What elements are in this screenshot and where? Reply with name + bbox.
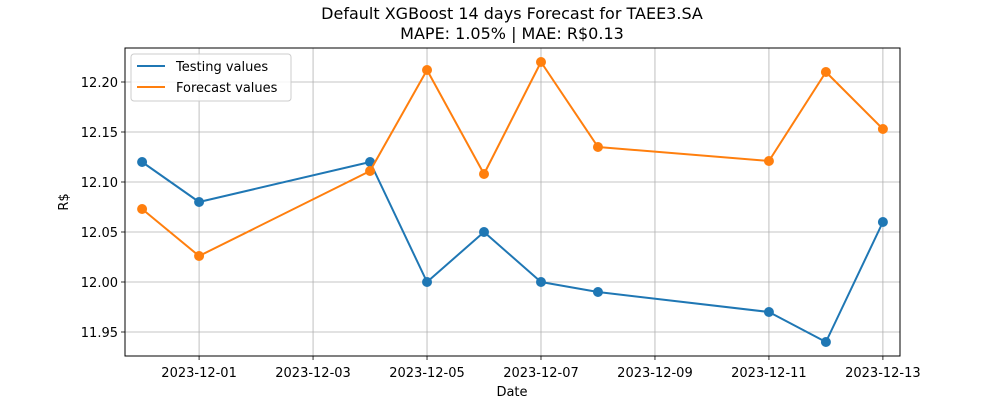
x-tick-label: 2023-12-03 bbox=[275, 366, 351, 381]
x-tick-label: 2023-12-01 bbox=[161, 366, 237, 381]
data-point-testing bbox=[877, 217, 888, 227]
legend-box bbox=[130, 53, 292, 102]
data-point-testing bbox=[535, 277, 546, 287]
x-tick-label: 2023-12-11 bbox=[731, 366, 807, 381]
data-point-testing bbox=[820, 337, 831, 347]
y-tick-label: 11.95 bbox=[81, 326, 118, 341]
legend: Testing values Forecast values bbox=[130, 53, 292, 102]
data-point-forecast bbox=[479, 169, 490, 179]
plot-frame bbox=[124, 47, 901, 357]
data-point-forecast bbox=[820, 67, 831, 77]
y-tick-label: 12.05 bbox=[81, 226, 118, 241]
y-tick-label: 12.20 bbox=[81, 76, 118, 91]
y-tick-label: 12.00 bbox=[81, 276, 118, 291]
series-group bbox=[137, 57, 888, 347]
legend-label-forecast: Forecast values bbox=[176, 81, 278, 96]
chart-title: Default XGBoost 14 days Forecast for TAE… bbox=[321, 4, 703, 23]
y-axis-label: R$ bbox=[57, 193, 72, 210]
data-point-forecast bbox=[535, 57, 546, 67]
ticks: 2023-12-01 2023-12-03 2023-12-05 2023-12-07… bbox=[81, 76, 921, 381]
data-point-testing bbox=[479, 227, 490, 237]
data-point-forecast bbox=[877, 124, 888, 134]
data-point-testing bbox=[137, 157, 148, 167]
data-point-forecast bbox=[422, 65, 433, 75]
series-line-testing bbox=[141, 161, 884, 343]
y-tick-label: 12.10 bbox=[81, 176, 118, 191]
x-tick-label: 2023-12-05 bbox=[389, 366, 465, 381]
x-tick-label: 2023-12-07 bbox=[503, 366, 579, 381]
data-point-testing bbox=[592, 287, 603, 297]
chart-subtitle: MAPE: 1.05% | MAE: R$0.13 bbox=[400, 24, 624, 43]
data-point-testing bbox=[365, 157, 376, 167]
data-point-forecast bbox=[365, 166, 376, 176]
x-tick-label: 2023-12-09 bbox=[617, 366, 693, 381]
y-tick-label: 12.15 bbox=[81, 126, 118, 141]
data-point-forecast bbox=[763, 156, 774, 166]
x-axis-label: Date bbox=[496, 385, 527, 400]
data-point-testing bbox=[422, 277, 433, 287]
data-point-forecast bbox=[194, 251, 205, 261]
data-point-testing bbox=[194, 197, 205, 207]
data-point-testing bbox=[763, 307, 774, 317]
data-point-forecast bbox=[592, 142, 603, 152]
data-point-forecast bbox=[137, 204, 148, 214]
x-tick-label: 2023-12-13 bbox=[845, 366, 921, 381]
legend-label-testing: Testing values bbox=[175, 60, 268, 75]
series-line-forecast bbox=[141, 61, 884, 257]
grid bbox=[125, 48, 900, 356]
